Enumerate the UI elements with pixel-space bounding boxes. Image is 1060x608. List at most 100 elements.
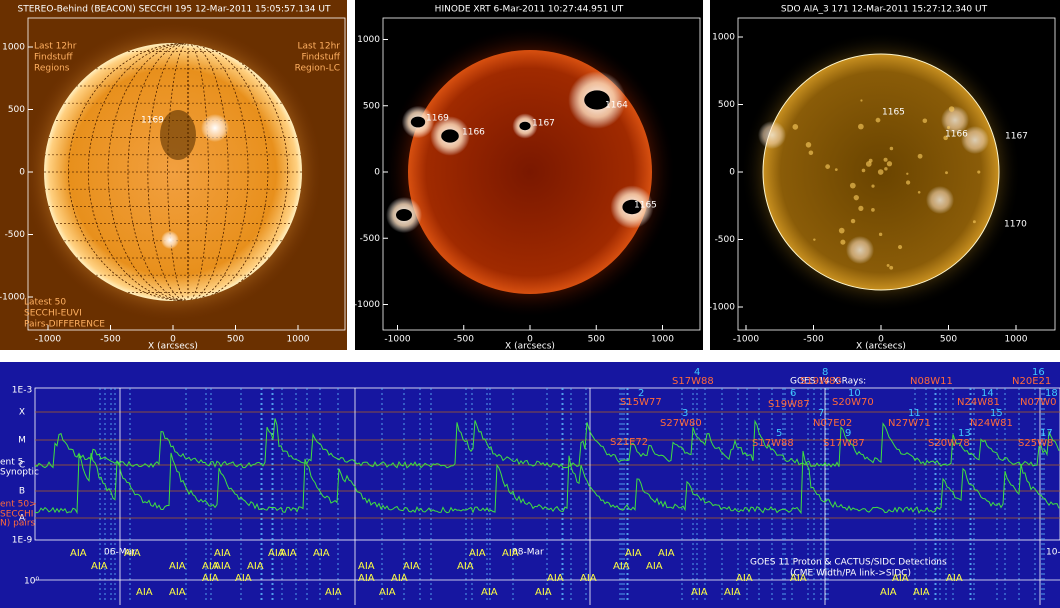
- aia-marker: AIA: [136, 587, 153, 598]
- left-label: SECCHI: [0, 510, 33, 520]
- flare-number: 14: [981, 388, 994, 399]
- panel-title: SDO AIA_3 171 12-Mar-2011 15:27:12.340 U…: [781, 5, 988, 15]
- region-label: 1165: [882, 108, 905, 118]
- bright-point: [946, 125, 951, 130]
- bright-point: [977, 170, 981, 174]
- aia-marker: AIA: [391, 573, 408, 584]
- bright-point: [889, 265, 894, 270]
- flare-location: N08W11: [910, 376, 953, 387]
- aia-marker: AIA: [691, 587, 708, 598]
- aia-marker: AIA: [247, 561, 264, 572]
- aia-marker: AIA: [358, 561, 375, 572]
- bright-point: [861, 168, 866, 173]
- aia-marker: AIA: [325, 587, 342, 598]
- left-label: ent 5: [0, 458, 23, 468]
- bright-point: [825, 164, 831, 170]
- x-tick-label: -1000: [384, 335, 410, 345]
- x-axis-label: X (arcsecs): [148, 342, 198, 352]
- aia-marker: AIA: [547, 573, 564, 584]
- bright-point: [878, 232, 883, 237]
- bright-point: [883, 157, 888, 162]
- aia-marker: AIA: [946, 573, 963, 584]
- aia-marker: AIA: [913, 587, 930, 598]
- y-tick-label: 500: [363, 101, 380, 111]
- y-tick-label: -1000: [354, 300, 380, 310]
- axis-box: [737, 17, 1056, 331]
- aia-marker: AIA: [880, 587, 897, 598]
- scale-label: A: [19, 514, 26, 524]
- bright-point: [945, 171, 948, 175]
- y-tick-label: -500: [715, 235, 736, 245]
- active-region: [201, 114, 229, 142]
- x-tick-label: 1000: [651, 335, 674, 345]
- scale-label: M: [18, 436, 26, 446]
- panel-title: HINODE XRT 6-Mar-2011 10:27:44.951 UT: [435, 5, 624, 15]
- y-tick-label: 500: [8, 105, 25, 115]
- flare-number: 6: [790, 388, 796, 399]
- flare-number: 7: [818, 408, 824, 419]
- bright-point: [886, 161, 893, 167]
- aia-marker: AIA: [202, 561, 219, 572]
- xray-plot-area: [34, 387, 1060, 541]
- flare-location: N20E21: [1012, 376, 1051, 387]
- bright-point: [905, 180, 911, 185]
- region-label: 1169: [141, 116, 164, 126]
- loop-region: [961, 126, 989, 154]
- aia-marker: AIA: [280, 548, 297, 559]
- flare-location: S17W88: [672, 376, 714, 387]
- flare-number: 13: [958, 428, 971, 439]
- x-axis-label: X (arcsecs): [505, 342, 555, 352]
- region-label: 1169: [426, 114, 449, 124]
- limb: [762, 53, 1000, 291]
- saturated-core: [622, 199, 642, 215]
- timeline-panel: [0, 362, 1060, 608]
- bright-point: [917, 190, 921, 194]
- left-label: ent 50>: [0, 500, 37, 510]
- region-label: 1167: [532, 119, 555, 129]
- aia-marker: AIA: [403, 561, 420, 572]
- bright-point: [813, 238, 816, 241]
- x-tick-label: -500: [454, 335, 475, 345]
- aia-marker: AIA: [646, 561, 663, 572]
- axis-box: [382, 17, 701, 331]
- x-tick-label: 500: [227, 335, 244, 345]
- flare-number: 3: [682, 408, 688, 419]
- bright-point: [792, 124, 799, 130]
- coronal-hole: [160, 110, 196, 160]
- bright-point: [897, 245, 903, 250]
- aia-marker: AIA: [169, 587, 186, 598]
- scale-label: 1E-3: [12, 386, 32, 396]
- flare-location: N07E02: [813, 418, 852, 429]
- scale-label: B: [19, 487, 25, 497]
- x-tick-label: 0: [170, 335, 176, 345]
- panel-note: Region-LC: [295, 64, 340, 74]
- flare-location: S19W87: [768, 399, 810, 410]
- flare-location: S17W87: [823, 438, 865, 449]
- aia-marker: AIA: [358, 573, 375, 584]
- xray-flux-long: [34, 418, 1060, 469]
- flare-number: 2: [638, 388, 644, 399]
- panel-note: Findstuff: [34, 53, 73, 63]
- panel-note: Latest 50: [24, 298, 66, 308]
- bright-point: [917, 153, 923, 159]
- flare-location: S19W83: [800, 376, 842, 387]
- x-axis-label: X (arcsecs): [856, 342, 906, 352]
- flare-location: N07W0: [1020, 397, 1056, 408]
- aia-marker: AIA: [214, 561, 231, 572]
- region-label: 1164: [605, 101, 628, 111]
- y-tick-label: 0: [19, 168, 25, 178]
- bright-point: [948, 106, 955, 112]
- y-tick-label: 500: [718, 100, 735, 110]
- aia-marker: AIA: [91, 561, 108, 572]
- flare-number: 11: [908, 408, 921, 419]
- flare-number: 10: [848, 388, 861, 399]
- saturated-core: [584, 90, 610, 110]
- detections-note: (CME Width/PA link->SIDC): [790, 569, 911, 579]
- flare-location: S21E72: [610, 437, 648, 448]
- y-tick-label: 1000: [357, 35, 380, 45]
- y-tick-label: -1000: [709, 303, 735, 313]
- flare-number: 5: [776, 428, 782, 439]
- region-label: 1166: [945, 130, 968, 140]
- y-tick-label: -500: [360, 234, 381, 244]
- panel-note: Last 12hr: [298, 42, 341, 52]
